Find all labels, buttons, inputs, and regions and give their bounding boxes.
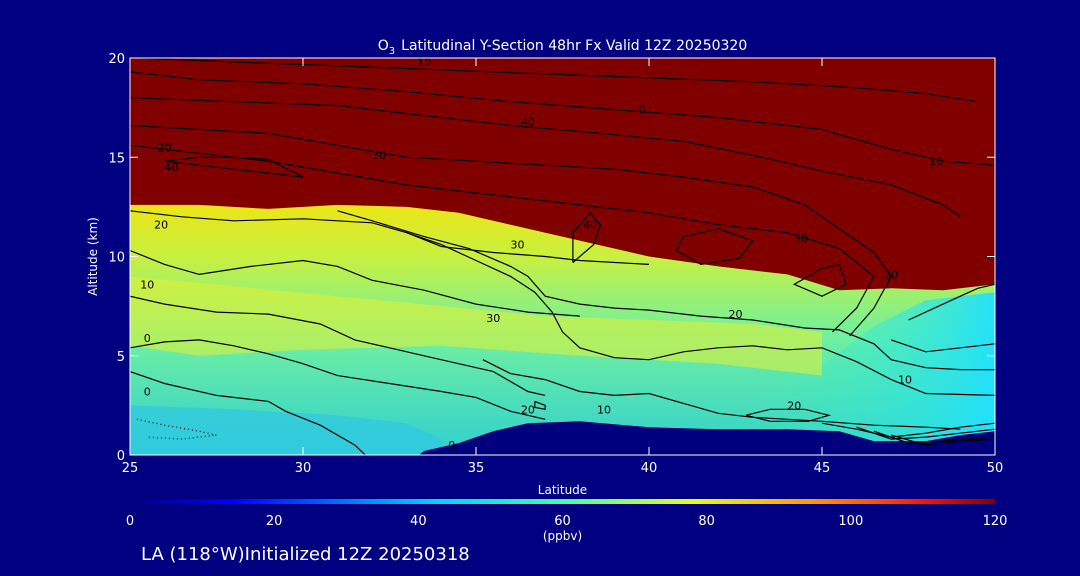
x-axis: 25 30 35 40 45 50 (122, 58, 1004, 476)
contour-line (140, 58, 978, 103)
contour-line (130, 371, 366, 455)
contour-line (164, 156, 304, 178)
contour-value-label: 40 (583, 219, 597, 232)
y-tick-label: 20 (108, 52, 125, 67)
contour-line (130, 71, 995, 166)
contour-line (337, 210, 995, 371)
contour-value-label: 20 (521, 403, 535, 416)
ozone-field: 10 40 40 30 10 40 30 30 20 10 0 30 30 20 10 20 10 20 0 0 20 0 (130, 56, 995, 455)
contour-value-label: 0 (448, 439, 455, 452)
colorbar (130, 499, 995, 504)
contour-value-label: 10 (929, 155, 943, 168)
contour-line (130, 339, 546, 420)
terrain-mask (419, 421, 995, 455)
contour-labels: 10 40 40 30 10 40 30 30 20 10 0 30 30 20 10 20 10 20 0 0 20 0 (140, 56, 943, 452)
x-tick-label: 40 (641, 461, 658, 476)
x-tick-label: 45 (814, 461, 831, 476)
colorbar-ticks: 0 20 40 60 80 100 120 (126, 514, 1008, 529)
contour-line (482, 359, 961, 430)
contour-value-label: 30 (511, 239, 525, 252)
contour-line (130, 295, 546, 396)
x-tick-label: 25 (122, 461, 139, 476)
contour-value-label: 0 (144, 332, 151, 345)
colorbar-tick-label: 120 (983, 514, 1008, 529)
colorbar-tick-label: 80 (698, 514, 715, 529)
colorbar-tick-label: 100 (838, 514, 863, 529)
contour-value-label: 30 (486, 312, 500, 325)
contour-line (572, 211, 602, 263)
contour-line (745, 408, 832, 422)
title-subscript: 3 (389, 46, 395, 57)
colorbar-unit-label: (ppbv) (543, 529, 582, 543)
contour-line (675, 228, 754, 266)
contour-value-label: 20 (729, 308, 743, 321)
contour-line (891, 339, 995, 353)
x-tick-label: 35 (468, 461, 485, 476)
contour-line (821, 422, 995, 438)
contour-line (130, 249, 580, 317)
contour-line (873, 430, 995, 444)
x-axis-label: Latitude (538, 483, 587, 497)
contour-value-label: 20 (154, 219, 168, 232)
y-axis: 0 5 10 15 20 (108, 52, 995, 464)
contour-line (891, 434, 995, 446)
contour-line (130, 97, 961, 218)
contour-line (406, 232, 995, 396)
contour-lines (130, 58, 995, 455)
contour-line (908, 283, 995, 321)
y-axis-label: Altitude (km) (86, 217, 100, 296)
y-tick-label: 15 (108, 151, 125, 166)
contour-line (130, 124, 892, 337)
contour-value-label: 20 (787, 399, 801, 412)
contour-value-label: 40 (165, 161, 179, 174)
x-tick-label: 50 (987, 461, 1004, 476)
contour-line (856, 426, 995, 440)
y-tick-label: 0 (117, 449, 125, 464)
eastern-low-ozone-fill (752, 292, 995, 455)
contour-value-label: 30 (372, 149, 386, 162)
contour-value-label: 20 (158, 141, 172, 154)
colorbar-tick-label: 20 (266, 514, 283, 529)
x-tick-label: 30 (295, 461, 312, 476)
contour-value-label: 10 (597, 403, 611, 416)
contour-value-label: 10 (140, 278, 154, 291)
y-tick-label: 5 (117, 350, 125, 365)
contour-value-label: 30 (794, 233, 808, 246)
initialization-footer: LA (118°W)Initialized 12Z 20250318 (141, 544, 470, 565)
surface-low-ozone-fill (130, 405, 442, 455)
title-text: Latitudinal Y-Section 48hr Fx Valid 12Z … (401, 38, 747, 54)
contour-line (792, 263, 847, 297)
contour-value-label: 0 (639, 104, 646, 117)
contour-line (534, 400, 546, 411)
contour-line-dotted (136, 418, 217, 440)
y-tick-label: 10 (108, 251, 125, 266)
contour-line (130, 144, 875, 333)
chart-title: O3 Latitudinal Y-Section 48hr Fx Valid 12… (378, 38, 747, 57)
contour-value-label: 0 (144, 385, 151, 398)
colorbar-tick-label: 0 (126, 514, 134, 529)
midlevel-ozone-fill (130, 276, 822, 376)
contour-value-label: 10 (898, 374, 912, 387)
contour-value-label: 40 (521, 116, 535, 129)
colorbar-tick-label: 40 (410, 514, 427, 529)
contour-value-label: 30 (884, 268, 898, 281)
title-species: O (378, 38, 389, 54)
colorbar-tick-label: 60 (554, 514, 571, 529)
contour-value-label: 10 (417, 56, 431, 69)
